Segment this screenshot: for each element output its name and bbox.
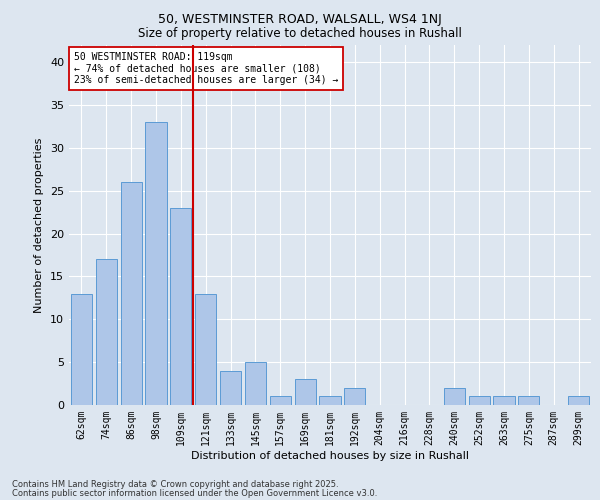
Bar [170,208,191,405]
Bar [195,294,216,405]
Text: 50 WESTMINSTER ROAD: 119sqm
← 74% of detached houses are smaller (108)
23% of se: 50 WESTMINSTER ROAD: 119sqm ← 74% of det… [74,52,338,86]
Bar [270,396,291,405]
Bar [469,396,490,405]
X-axis label: Distribution of detached houses by size in Rushall: Distribution of detached houses by size … [191,450,469,460]
Bar [96,260,117,405]
Bar [295,380,316,405]
Y-axis label: Number of detached properties: Number of detached properties [34,138,44,312]
Bar [71,294,92,405]
Bar [518,396,539,405]
Bar [245,362,266,405]
Text: 50, WESTMINSTER ROAD, WALSALL, WS4 1NJ: 50, WESTMINSTER ROAD, WALSALL, WS4 1NJ [158,12,442,26]
Text: Size of property relative to detached houses in Rushall: Size of property relative to detached ho… [138,28,462,40]
Bar [319,396,341,405]
Text: Contains public sector information licensed under the Open Government Licence v3: Contains public sector information licen… [12,488,377,498]
Bar [145,122,167,405]
Bar [568,396,589,405]
Bar [344,388,365,405]
Bar [444,388,465,405]
Bar [121,182,142,405]
Text: Contains HM Land Registry data © Crown copyright and database right 2025.: Contains HM Land Registry data © Crown c… [12,480,338,489]
Bar [220,370,241,405]
Bar [493,396,515,405]
